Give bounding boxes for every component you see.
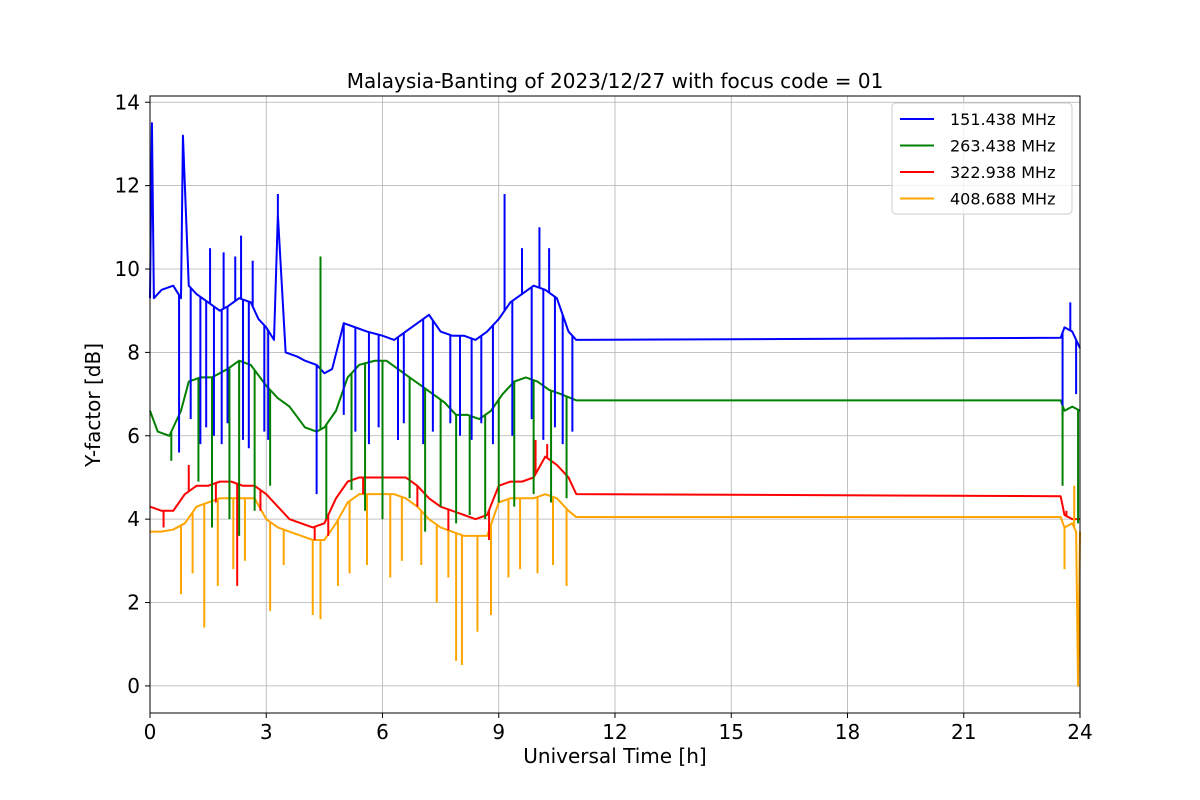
y-tick-label: 2: [127, 591, 140, 615]
x-tick-label: 21: [951, 720, 976, 744]
y-tick-label: 12: [115, 174, 140, 198]
legend-label: 322.938 MHz: [950, 163, 1055, 182]
x-tick-label: 9: [492, 720, 505, 744]
legend-label: 408.688 MHz: [950, 190, 1055, 209]
chart-title: Malaysia-Banting of 2023/12/27 with focu…: [347, 69, 884, 93]
x-tick-label: 3: [260, 720, 273, 744]
y-axis-label: Y-factor [dB]: [81, 343, 105, 468]
y-tick-label: 14: [115, 90, 140, 114]
x-tick-label: 24: [1067, 720, 1092, 744]
x-tick-label: 18: [835, 720, 860, 744]
legend-label: 263.438 MHz: [950, 137, 1055, 156]
y-tick-label: 6: [127, 424, 140, 448]
legend: 151.438 MHz 263.438 MHz 322.938 MHz 408.688…: [891, 102, 1073, 215]
x-tick-label: 6: [376, 720, 389, 744]
x-tick-label: 12: [602, 720, 627, 744]
legend-box: [891, 102, 1073, 215]
y-tick-label: 10: [115, 257, 140, 281]
x-tick-label: 15: [719, 720, 744, 744]
legend-label: 151.438 MHz: [950, 110, 1055, 129]
plot-area: [149, 122, 1081, 687]
y-tick-label: 8: [127, 340, 140, 364]
x-axis-label: Universal Time [h]: [523, 744, 706, 768]
x-tick-label: 0: [144, 720, 157, 744]
y-tick-label: 4: [127, 507, 140, 531]
y-tick-label: 0: [127, 674, 140, 698]
